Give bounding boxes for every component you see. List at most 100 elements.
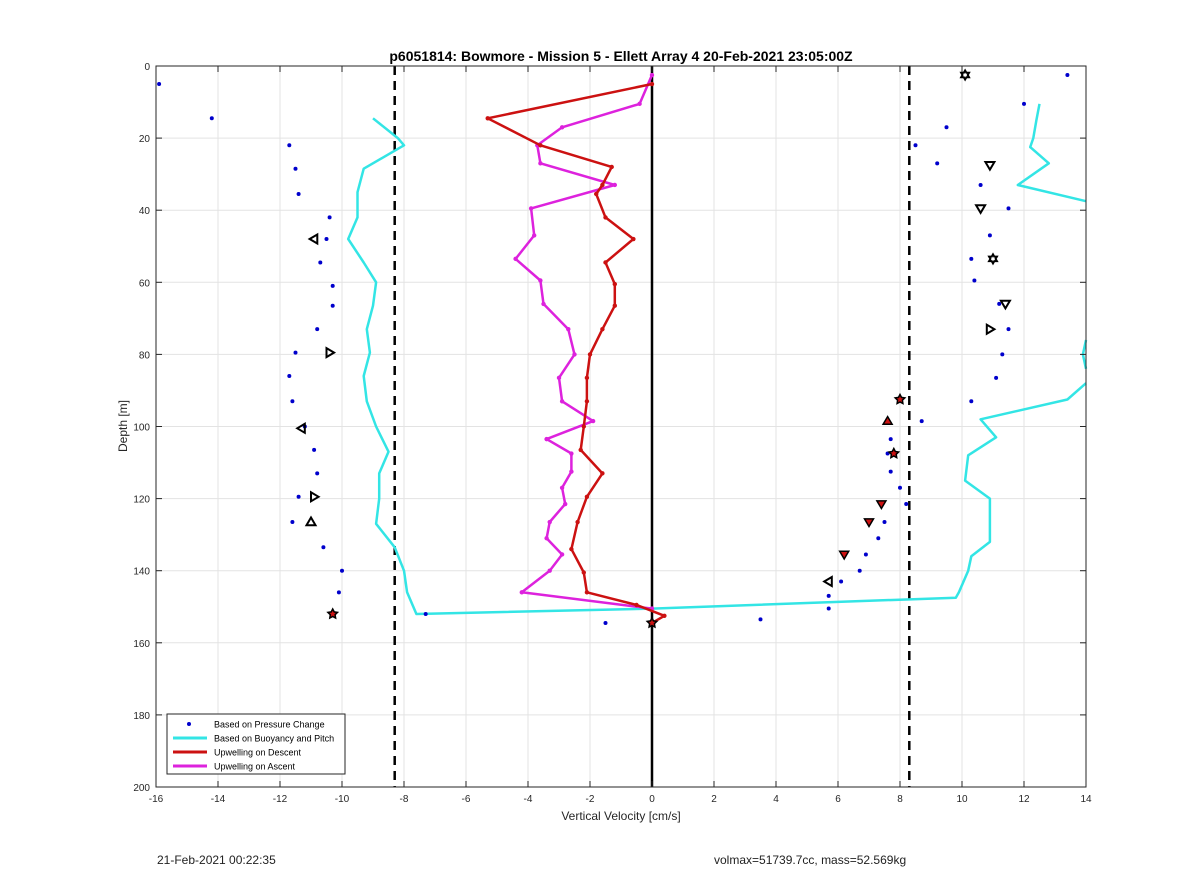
pressure-point bbox=[978, 182, 983, 187]
pressure-point bbox=[296, 494, 301, 499]
y-tick-label: 20 bbox=[139, 134, 151, 145]
pressure-point bbox=[340, 568, 344, 573]
pressure-point bbox=[857, 568, 862, 573]
pressure-point bbox=[972, 278, 977, 283]
series-vertex bbox=[603, 215, 608, 220]
series-line-based-on-buoyancy-and-pitch bbox=[346, 117, 1087, 616]
marker-filled-triangle-down bbox=[863, 518, 875, 528]
series-vertex bbox=[538, 143, 543, 148]
pressure-point bbox=[330, 303, 335, 308]
x-tick-label: -12 bbox=[273, 794, 288, 805]
x-tick-label: -14 bbox=[211, 794, 226, 805]
y-tick-label: 120 bbox=[133, 495, 150, 506]
x-tick-label: 10 bbox=[956, 794, 968, 805]
pressure-point bbox=[1006, 327, 1011, 332]
series-vertex bbox=[528, 206, 534, 211]
pressure-point bbox=[293, 350, 298, 355]
pressure-point bbox=[839, 579, 844, 584]
legend-label: Based on Buoyancy and Pitch bbox=[214, 734, 334, 744]
pressure-point bbox=[826, 606, 831, 611]
pressure-point bbox=[944, 125, 949, 130]
legend-box bbox=[166, 713, 346, 775]
axis-ticks: -16 -14 -12 -10 -8 -6 -4 -2 0 2 4 6 8 10 12 14020406080… bbox=[133, 62, 1092, 805]
pressure-point bbox=[876, 536, 881, 541]
y-tick-label: 100 bbox=[133, 423, 150, 434]
markers bbox=[295, 68, 1012, 629]
y-axis-label: Depth [m] bbox=[116, 400, 130, 452]
marker-triangle-left bbox=[307, 232, 319, 246]
y-tick-label: 160 bbox=[133, 639, 150, 650]
y-tick-label: 60 bbox=[139, 278, 151, 289]
marker-triangle-down bbox=[983, 161, 997, 172]
marker-filled-star bbox=[326, 607, 340, 620]
series-vertex bbox=[556, 375, 562, 381]
marker-triangle-down bbox=[999, 299, 1012, 311]
pressure-point bbox=[603, 620, 608, 625]
pressure-point bbox=[330, 283, 335, 288]
pressure-point bbox=[336, 590, 341, 595]
x-tick-label: -4 bbox=[524, 794, 533, 805]
x-tick-label: -6 bbox=[462, 794, 471, 805]
series-vertex bbox=[612, 281, 617, 287]
marker-filled-triangle-down bbox=[875, 500, 888, 510]
series-vertex bbox=[519, 590, 524, 595]
series-vertex bbox=[584, 590, 590, 595]
pressure-point bbox=[888, 437, 893, 442]
series-vertex bbox=[544, 436, 549, 442]
marker-filled-star bbox=[887, 446, 901, 459]
data-series bbox=[157, 72, 1088, 626]
legend-label: Upwelling on Descent bbox=[214, 748, 302, 758]
series-vertex bbox=[541, 301, 546, 307]
x-tick-label: 8 bbox=[897, 794, 903, 805]
marker-hexagram bbox=[959, 68, 971, 82]
series-vertex bbox=[563, 501, 568, 507]
series-vertex bbox=[634, 602, 639, 608]
x-tick-label: -10 bbox=[335, 794, 350, 805]
series-vertex bbox=[569, 546, 574, 552]
marker-triangle-down bbox=[974, 204, 987, 215]
x-axis-label: Vertical Velocity [cm/s] bbox=[561, 809, 680, 823]
series-vertex bbox=[572, 352, 577, 357]
series-vertex bbox=[513, 256, 518, 262]
series-vertex bbox=[600, 471, 605, 476]
pressure-point bbox=[327, 215, 332, 220]
y-tick-label: 180 bbox=[133, 711, 150, 722]
pressure-point bbox=[758, 617, 763, 622]
pressure-point bbox=[882, 520, 887, 525]
series-vertex bbox=[538, 278, 543, 283]
series-vertex bbox=[600, 182, 605, 188]
pressure-point bbox=[287, 143, 292, 148]
x-tick-label: -2 bbox=[586, 794, 595, 805]
series-vertex bbox=[559, 552, 565, 557]
x-tick-label: -16 bbox=[149, 794, 164, 805]
pressure-point bbox=[997, 301, 1002, 306]
pressure-point bbox=[969, 399, 974, 404]
marker-triangle-up bbox=[304, 515, 318, 527]
pressure-point bbox=[296, 191, 301, 196]
pressure-point bbox=[904, 502, 909, 507]
series-vertex bbox=[547, 519, 552, 525]
marker-triangle-right bbox=[325, 346, 337, 359]
pressure-point bbox=[987, 233, 992, 238]
chart-title: p6051814: Bowmore - Mission 5 - Ellett A… bbox=[389, 48, 853, 64]
y-tick-label: 140 bbox=[133, 567, 150, 578]
reference-lines bbox=[393, 66, 911, 787]
series-vertex bbox=[584, 494, 590, 499]
series-vertex bbox=[603, 260, 608, 265]
x-tick-label: 4 bbox=[773, 794, 779, 805]
series-vertex bbox=[662, 613, 667, 618]
pressure-point bbox=[898, 485, 902, 490]
series-vertex bbox=[631, 236, 636, 242]
series-vertex bbox=[578, 447, 583, 453]
pressure-point bbox=[315, 471, 320, 476]
legend-label: Based on Pressure Change bbox=[214, 720, 325, 730]
pressure-point bbox=[888, 469, 893, 474]
series-vertex bbox=[594, 191, 599, 197]
x-tick-label: 0 bbox=[649, 794, 655, 805]
pressure-point bbox=[290, 520, 295, 525]
x-tick-label: 6 bbox=[835, 794, 841, 805]
pressure-point bbox=[209, 116, 214, 121]
marker-triangle-right bbox=[985, 322, 997, 336]
series-vertex bbox=[559, 485, 565, 490]
x-tick-label: 14 bbox=[1080, 794, 1092, 805]
